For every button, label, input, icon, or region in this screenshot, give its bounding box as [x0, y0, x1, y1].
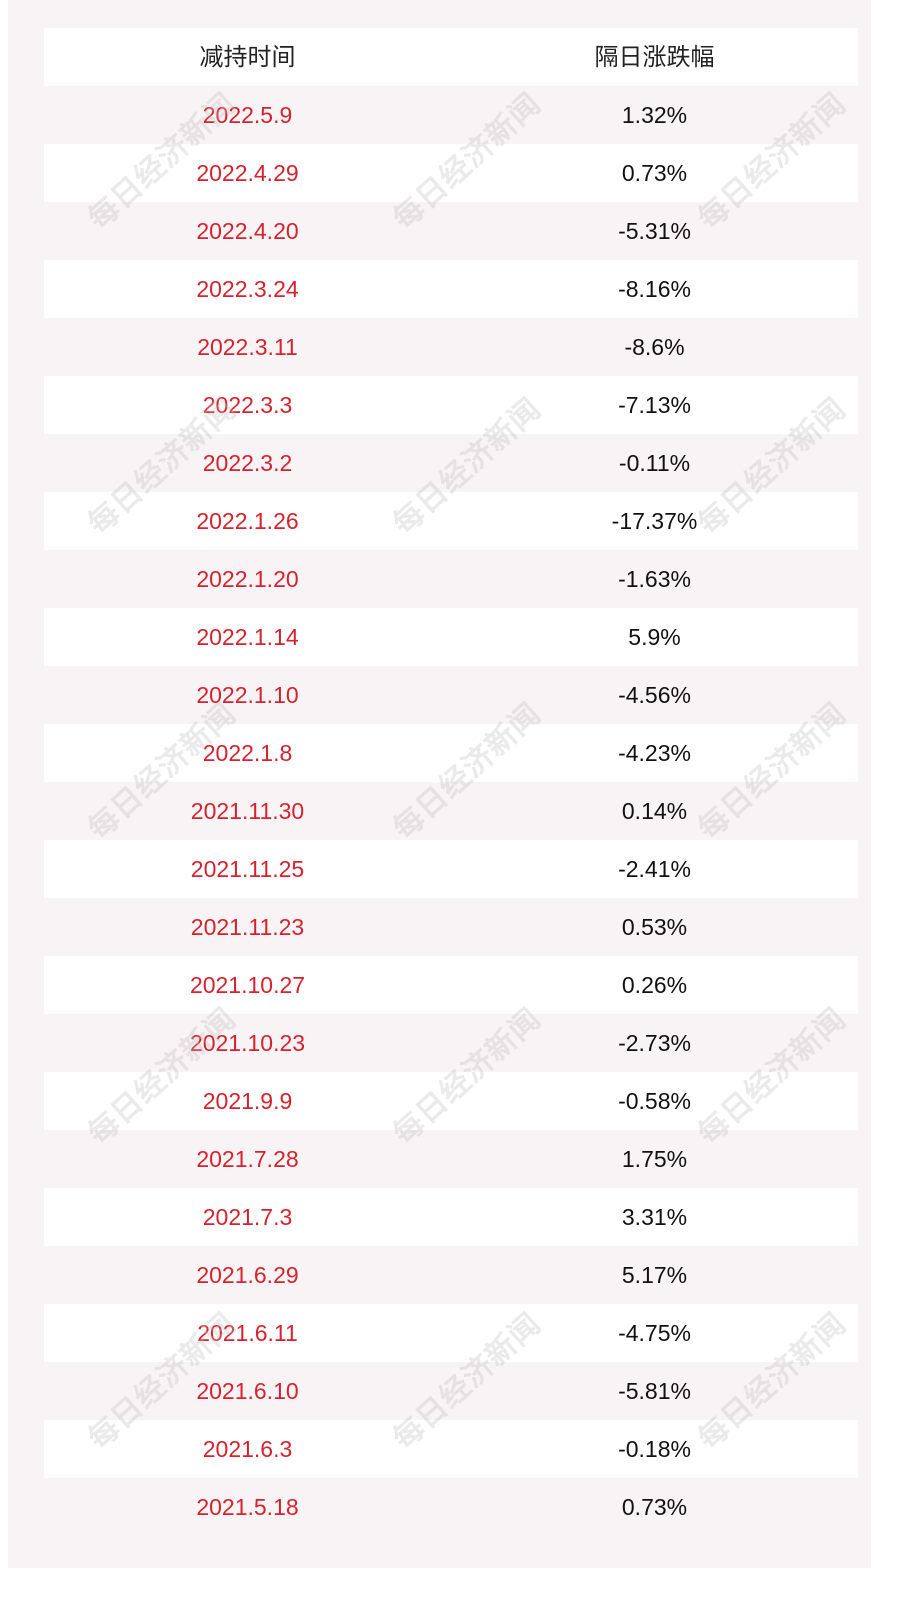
change-cell: -8.16%	[618, 276, 691, 302]
header-change: 隔日涨跌幅	[594, 43, 715, 71]
table-row: 2021.11.25 -2.41%	[44, 840, 858, 898]
date-cell: 2021.7.28	[196, 1146, 299, 1172]
table-row: 2022.3.2 -0.11%	[44, 434, 858, 492]
date-cell: 2022.1.14	[196, 624, 299, 650]
change-cell: -0.11%	[618, 450, 691, 476]
table-row: 2022.1.10 -4.56%	[44, 666, 858, 724]
change-cell: 5.9%	[628, 624, 681, 650]
table-row: 2022.3.3 -7.13%	[44, 376, 858, 434]
date-cell: 2022.3.2	[202, 450, 293, 476]
change-cell: 3.31%	[621, 1204, 688, 1230]
table-row: 2021.6.10 -5.81%	[44, 1362, 858, 1420]
date-cell: 2022.5.9	[202, 102, 293, 128]
date-cell: 2021.11.23	[190, 914, 305, 940]
date-cell: 2021.11.25	[190, 856, 305, 882]
change-cell: -0.58%	[618, 1088, 691, 1114]
change-cell: 1.75%	[621, 1146, 688, 1172]
date-cell: 2022.1.8	[202, 740, 293, 766]
table-row: 2022.4.29 0.73%	[44, 144, 858, 202]
table-header-row: 减持时间 隔日涨跌幅	[44, 28, 858, 86]
change-cell: -2.41%	[618, 856, 691, 882]
change-cell: -7.13%	[618, 392, 691, 418]
change-cell: -5.81%	[618, 1378, 691, 1404]
table-row: 2021.7.3 3.31%	[44, 1188, 858, 1246]
table-row: 2021.6.11 -4.75%	[44, 1304, 858, 1362]
change-cell: -8.6%	[624, 334, 685, 360]
date-cell: 2021.6.11	[197, 1320, 298, 1346]
header-date: 减持时间	[199, 43, 296, 71]
table-row: 2021.6.3 -0.18%	[44, 1420, 858, 1478]
change-cell: -1.63%	[618, 566, 691, 592]
table-row: 2022.1.20 -1.63%	[44, 550, 858, 608]
date-cell: 2022.3.24	[196, 276, 299, 302]
date-cell: 2022.1.10	[196, 682, 299, 708]
date-cell: 2022.4.20	[196, 218, 299, 244]
table-row: 2021.10.23 -2.73%	[44, 1014, 858, 1072]
reduction-table: 减持时间 隔日涨跌幅 2022.5.9 1.32% 2022.4.29 0.73% 20…	[44, 28, 858, 1536]
table-row: 2022.4.20 -5.31%	[44, 202, 858, 260]
date-cell: 2021.11.30	[190, 798, 305, 824]
table-row: 2022.3.24 -8.16%	[44, 260, 858, 318]
date-cell: 2021.7.3	[202, 1204, 293, 1230]
table-body: 2022.5.9 1.32% 2022.4.29 0.73% 2022.4.20 -5.3…	[44, 86, 858, 1536]
table-row: 2021.5.18 0.73%	[44, 1478, 858, 1536]
date-cell: 2021.10.23	[189, 1030, 306, 1056]
date-cell: 2021.6.10	[196, 1378, 299, 1404]
change-cell: -2.73%	[618, 1030, 691, 1056]
change-cell: -0.18%	[618, 1436, 691, 1462]
change-cell: 5.17%	[621, 1262, 688, 1288]
table-row: 2022.3.11 -8.6%	[44, 318, 858, 376]
date-cell: 2021.10.27	[189, 972, 306, 998]
table-row: 2021.9.9 -0.58%	[44, 1072, 858, 1130]
change-cell: 0.73%	[621, 160, 688, 186]
date-cell: 2021.9.9	[202, 1088, 293, 1114]
table-row: 2021.7.28 1.75%	[44, 1130, 858, 1188]
table-row: 2021.6.29 5.17%	[44, 1246, 858, 1304]
change-cell: -5.31%	[618, 218, 691, 244]
change-cell: -17.37%	[611, 508, 698, 534]
table-row: 2021.11.30 0.14%	[44, 782, 858, 840]
change-cell: -4.56%	[618, 682, 691, 708]
table-panel: 减持时间 隔日涨跌幅 2022.5.9 1.32% 2022.4.29 0.73% 20…	[8, 0, 871, 1568]
change-cell: 0.53%	[621, 914, 688, 940]
date-cell: 2021.5.18	[196, 1494, 299, 1520]
table-row: 2021.10.27 0.26%	[44, 956, 858, 1014]
table-row: 2022.1.14 5.9%	[44, 608, 858, 666]
change-cell: 0.73%	[621, 1494, 688, 1520]
date-cell: 2022.3.3	[202, 392, 293, 418]
change-cell: -4.23%	[618, 740, 691, 766]
date-cell: 2022.3.11	[197, 334, 298, 360]
date-cell: 2021.6.3	[202, 1436, 293, 1462]
date-cell: 2022.1.20	[196, 566, 299, 592]
table-row: 2022.1.26 -17.37%	[44, 492, 858, 550]
date-cell: 2022.4.29	[196, 160, 299, 186]
change-cell: -4.75%	[618, 1320, 691, 1346]
date-cell: 2021.6.29	[196, 1262, 299, 1288]
table-row: 2022.1.8 -4.23%	[44, 724, 858, 782]
date-cell: 2022.1.26	[196, 508, 299, 534]
table-row: 2022.5.9 1.32%	[44, 86, 858, 144]
change-cell: 1.32%	[621, 102, 688, 128]
table-row: 2021.11.23 0.53%	[44, 898, 858, 956]
change-cell: 0.14%	[621, 798, 688, 824]
change-cell: 0.26%	[621, 972, 688, 998]
